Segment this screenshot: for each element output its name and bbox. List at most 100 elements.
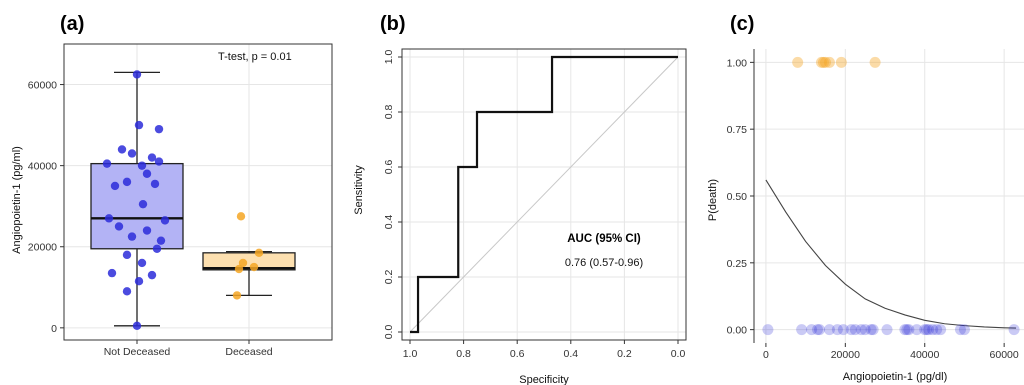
- panel-c-curve: [765, 179, 1017, 329]
- panel-a-point: [122, 250, 132, 260]
- panel-c-label: (c): [730, 13, 754, 35]
- panel-a-point: [254, 248, 264, 258]
- panel-a-point: [122, 287, 132, 296]
- panel-c-point-not-deceased: [837, 324, 849, 336]
- panel-b-ytick-label: 1.0: [383, 50, 395, 65]
- panel-a-xtick-label: Deceased: [225, 346, 272, 358]
- panel-c-ticks: 0 20000 40000 60000 0.00 0.25 0.50 0.75 1.00: [727, 57, 1019, 361]
- panel-b-ytick-label: 0.6: [383, 160, 395, 175]
- panel-a-ytick-label: 40000: [28, 161, 57, 173]
- panel-a-point: [104, 214, 114, 223]
- panel-a-point: [152, 244, 162, 253]
- panel-a-point: [110, 181, 120, 191]
- panel-a: (a) T-test, p = 0.01 Angiopoietin-1 (pg/…: [11, 13, 333, 358]
- panel-b-ytick-label: 0.2: [383, 270, 395, 285]
- panel-c-point-not-deceased: [849, 324, 861, 336]
- panel-c-point-not-deceased: [911, 324, 923, 336]
- panel-b: (b) Sensitivity Specificity 1.0 0.8 0.6 0.4…: [353, 13, 687, 385]
- panel-c-ytick-label: 0.50: [727, 191, 748, 203]
- panel-b-ytick-label: 0.4: [383, 215, 395, 230]
- panel-a-boxes: [90, 71, 296, 327]
- panel-a-point: [137, 161, 147, 170]
- panel-c-point-deceased: [823, 56, 835, 68]
- panel-a-point: [138, 199, 148, 209]
- panel-a-point: [107, 268, 117, 278]
- panel-b-xtick-label: 0.8: [456, 348, 471, 360]
- panel-b-xlabel: Specificity: [519, 374, 569, 385]
- panel-c-logistic-curve: [765, 179, 1017, 329]
- panel-c-point-not-deceased: [865, 324, 877, 336]
- panel-a-point: [234, 264, 244, 274]
- panel-c-point-not-deceased: [859, 324, 871, 336]
- panel-a-label: (a): [60, 13, 84, 35]
- panel-b-ticks: 1.0 0.8 0.6 0.4 0.2 0.0 0.0 0.2 0.4 0.6 0.8 1.0: [383, 50, 685, 360]
- panel-c-point-not-deceased: [796, 324, 808, 336]
- panel-a-point: [122, 177, 132, 187]
- panel-a-ytick-label: 60000: [28, 80, 57, 92]
- panel-a-point: [142, 226, 152, 235]
- panel-c-point-not-deceased: [823, 324, 835, 336]
- panel-a-point: [134, 277, 144, 286]
- panel-a-point: [236, 212, 246, 221]
- panel-b-label: (b): [380, 13, 406, 35]
- panel-a-point: [249, 262, 259, 272]
- panel-c-point-not-deceased: [919, 324, 931, 336]
- panel-b-xtick-label: 0.0: [671, 348, 686, 360]
- panel-c-grid: [754, 49, 1024, 343]
- panel-a-ticks: 0 20000 40000 60000 Not Deceased Deceased: [28, 80, 273, 358]
- panel-c-point-not-deceased: [762, 324, 774, 336]
- panel-b-xtick-label: 0.4: [563, 348, 578, 360]
- panel-c-ylabel: P(death): [707, 179, 719, 221]
- ttest-annotation: T-test, p = 0.01: [218, 51, 292, 63]
- panel-c-point-not-deceased: [927, 324, 939, 336]
- panel-a-point: [160, 216, 170, 225]
- panel-a-frame: [63, 43, 333, 341]
- panel-c-point-not-deceased: [831, 324, 843, 336]
- panel-b-chance-line: [409, 56, 679, 333]
- panel-c-point-not-deceased: [923, 324, 935, 336]
- panel-c-point-not-deceased: [903, 324, 915, 336]
- panel-c-point-not-deceased: [806, 324, 818, 336]
- panel-c-point-not-deceased: [921, 324, 933, 336]
- panel-a-point: [114, 222, 124, 231]
- panel-a-point: [154, 124, 164, 134]
- panel-a-ylabel: Angiopoietin-1 (pg/ml): [11, 146, 23, 254]
- auc-title: AUC (95% CI): [567, 233, 641, 245]
- panel-b-ytick-label: 0.8: [383, 105, 395, 120]
- box-body: [202, 252, 296, 271]
- panel-a-point: [127, 149, 137, 158]
- panel-c-point-not-deceased: [814, 324, 826, 336]
- panel-c-point-deceased: [819, 56, 831, 68]
- panel-c-point-not-deceased: [812, 324, 824, 336]
- panel-a-ytick-label: 0: [51, 323, 57, 335]
- panel-a-point: [102, 159, 112, 168]
- panel-a-point: [132, 321, 142, 331]
- panel-c-point-deceased: [869, 56, 881, 68]
- panel-a-point: [147, 153, 157, 162]
- panel-a-point: [134, 120, 144, 130]
- panel-a-point: [156, 236, 166, 245]
- panel-c-point-deceased: [817, 56, 829, 68]
- panel-a-points: [102, 70, 264, 331]
- panel-a-point: [232, 291, 242, 300]
- panel-c-point-not-deceased: [881, 324, 893, 336]
- box-body: [90, 162, 184, 250]
- panel-a-point: [142, 169, 152, 178]
- panel-a-xtick-label: Not Deceased: [104, 346, 171, 358]
- panel-b-xtick-label: 1.0: [403, 348, 418, 360]
- panel-c-point-deceased: [816, 56, 827, 68]
- panel-c-point-not-deceased: [845, 324, 857, 336]
- panel-c-xtick-label: 60000: [990, 349, 1019, 361]
- panel-b-ytick-label: 0.0: [383, 325, 395, 340]
- panel-c-xlabel: Angiopoietin-1 (pg/dl): [843, 371, 948, 383]
- panel-c-xtick-label: 0: [763, 349, 769, 361]
- panel-c-ytick-label: 1.00: [727, 57, 748, 69]
- panel-c-point-not-deceased: [954, 324, 966, 336]
- panel-a-point: [137, 258, 147, 268]
- panel-c-point-not-deceased: [899, 324, 911, 336]
- panel-c-point-deceased: [835, 56, 847, 68]
- panel-a-point: [127, 232, 137, 241]
- panel-a-point: [132, 70, 142, 79]
- panel-b-roc: [409, 55, 679, 334]
